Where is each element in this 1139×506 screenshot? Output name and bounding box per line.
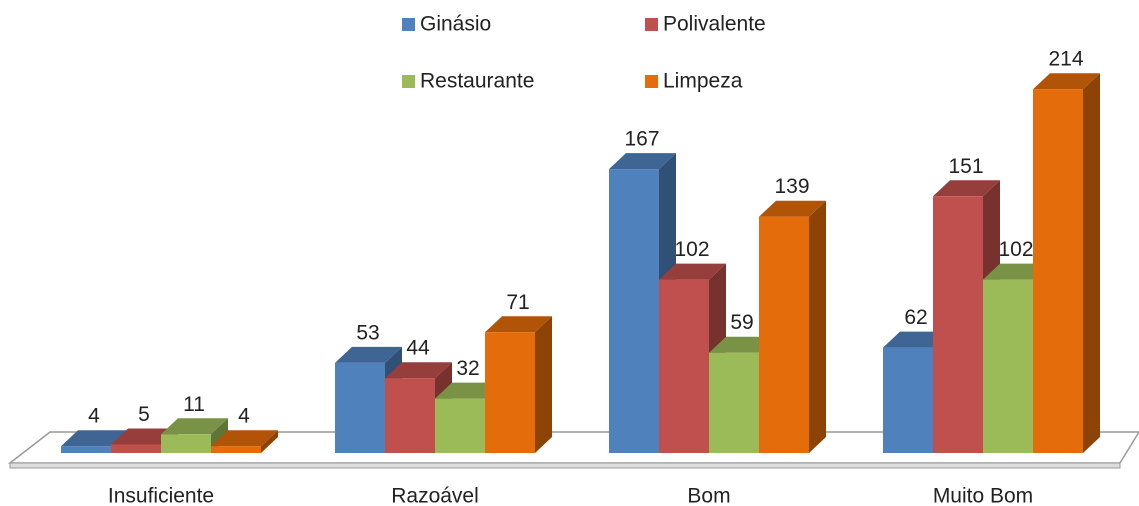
- bar: [659, 279, 709, 453]
- value-label: 62: [904, 306, 927, 329]
- bar: [435, 398, 485, 453]
- value-label: 59: [730, 311, 753, 334]
- bar: [111, 444, 161, 453]
- bar: [709, 352, 759, 453]
- legend-swatch: [645, 75, 658, 88]
- bar: [385, 378, 435, 453]
- legend-label: Restaurante: [420, 70, 534, 93]
- bar-top: [211, 430, 278, 447]
- bar-top: [485, 316, 552, 333]
- legend-label: Ginásio: [420, 13, 491, 36]
- legend-label: Polivalente: [663, 13, 766, 36]
- bar: [211, 446, 261, 453]
- floor-edge: [9, 462, 1121, 469]
- value-label: 44: [406, 337, 430, 360]
- value-label: 151: [948, 155, 983, 178]
- bar-side: [1083, 73, 1100, 453]
- value-label: 32: [456, 357, 479, 380]
- legend-swatch: [402, 75, 415, 88]
- bar: [883, 347, 933, 453]
- value-label: 102: [998, 238, 1033, 261]
- value-label: 53: [356, 321, 379, 344]
- bar-top: [161, 418, 228, 435]
- value-label: 139: [774, 175, 809, 198]
- legend-swatch: [645, 18, 658, 31]
- legend-swatch: [402, 18, 415, 31]
- bar-top: [385, 362, 452, 379]
- x-tick-label: Insuficiente: [108, 485, 214, 506]
- bar: [485, 332, 535, 453]
- x-tick-label: Bom: [687, 485, 730, 506]
- value-label: 102: [674, 238, 709, 261]
- bar-top: [61, 430, 128, 447]
- bar-top: [1033, 73, 1100, 90]
- bar-side: [261, 430, 278, 453]
- bar-top: [759, 200, 826, 217]
- bar-side: [809, 200, 826, 453]
- bar: [61, 446, 111, 453]
- bar: [609, 169, 659, 453]
- value-label: 214: [1048, 48, 1083, 71]
- legend-label: Limpeza: [663, 70, 743, 93]
- bar: [759, 216, 809, 453]
- bar: [933, 196, 983, 454]
- value-label: 167: [624, 128, 659, 151]
- bar: [335, 362, 385, 453]
- bar-top: [335, 346, 402, 363]
- bar-top: [609, 153, 676, 170]
- value-label: 4: [238, 405, 250, 428]
- bar: [161, 434, 211, 453]
- value-label: 5: [138, 403, 150, 426]
- x-tick-label: Muito Bom: [933, 485, 1033, 506]
- value-label: 4: [88, 405, 100, 428]
- value-label: 11: [183, 393, 205, 416]
- bar-side: [535, 316, 552, 453]
- bar: [983, 279, 1033, 453]
- bar-top: [933, 180, 1000, 197]
- bar-top: [659, 263, 726, 280]
- bar: [1033, 89, 1083, 453]
- x-tick-label: Razoável: [391, 485, 479, 506]
- value-label: 71: [506, 291, 529, 314]
